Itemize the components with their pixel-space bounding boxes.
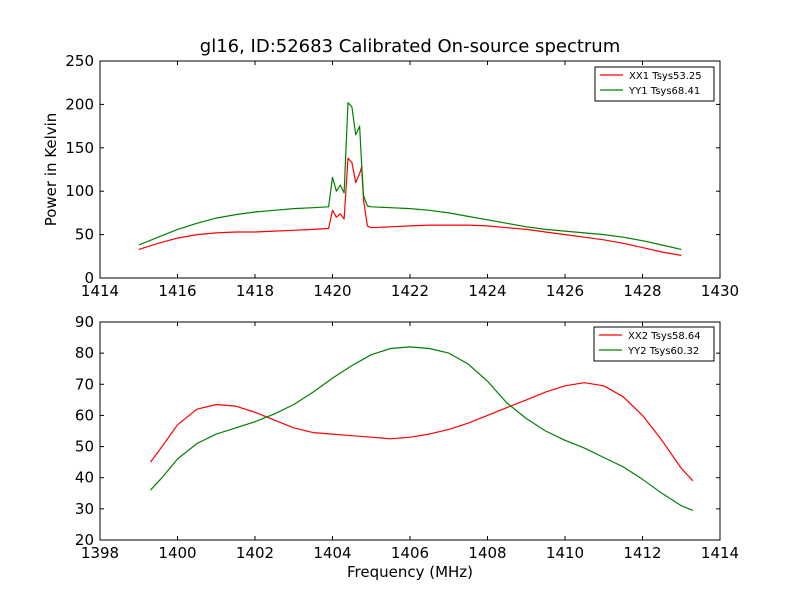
bottom-y-tick-labels: 20 30 40 50 60 70 80 90 <box>75 313 94 549</box>
bottom-series-group <box>149 346 694 511</box>
top-series-line-yy1-tsys68-41 <box>138 102 682 250</box>
bottom-y-tick-label: 50 <box>75 438 94 456</box>
bottom-x-tick-label: 1406 <box>391 544 429 562</box>
bottom-y-tick-label: 40 <box>75 469 94 487</box>
bottom-legend: XX2 Tsys58.64 YY2 Tsys60.32 <box>593 326 715 362</box>
top-x-tick-label: 1426 <box>546 282 584 300</box>
top-panel: 1414 1416 1418 1420 1422 1424 1426 1428 1430 0 50… <box>42 52 739 300</box>
top-x-tick-label: 1430 <box>701 282 739 300</box>
top-legend-box <box>594 66 715 102</box>
top-y-tick-label: 200 <box>65 95 94 113</box>
top-x-tick-labels: 1414 1416 1418 1420 1422 1424 1426 1428 1430 <box>81 282 739 300</box>
bottom-legend-label-yy: YY2 Tsys60.32 <box>627 346 699 357</box>
top-y-tick-label: 250 <box>65 52 94 70</box>
top-x-tick-label: 1416 <box>158 282 196 300</box>
top-legend: XX1 Tsys53.25 YY1 Tsys68.41 <box>594 66 715 102</box>
bottom-x-tick-label: 1402 <box>236 544 274 562</box>
top-ticks <box>99 60 721 279</box>
bottom-x-tick-label: 1414 <box>701 544 739 562</box>
bottom-legend-box <box>593 326 715 362</box>
chart-title: gl16, ID:52683 Calibrated On-source spec… <box>200 36 620 57</box>
bottom-x-tick-label: 1404 <box>313 544 351 562</box>
bottom-ticks <box>99 321 721 541</box>
bottom-x-axis-label: Frequency (MHz) <box>347 563 473 581</box>
top-legend-label-yy: YY1 Tsys68.41 <box>628 86 700 97</box>
top-y-tick-label: 0 <box>84 269 94 287</box>
bottom-y-tick-label: 90 <box>75 313 94 331</box>
top-series-group <box>138 102 682 256</box>
bottom-y-tick-label: 70 <box>75 375 94 393</box>
bottom-x-tick-label: 1410 <box>546 544 584 562</box>
top-x-tick-label: 1422 <box>391 282 429 300</box>
top-legend-label-xx: XX1 Tsys53.25 <box>629 71 702 82</box>
top-y-tick-label: 100 <box>65 182 94 200</box>
bottom-x-tick-labels: 1398 1400 1402 1404 1406 1408 1410 1412 1414 <box>81 544 739 562</box>
top-x-tick-label: 1414 <box>81 282 119 300</box>
bottom-y-tick-label: 20 <box>75 531 94 549</box>
top-y-tick-label: 150 <box>65 139 94 157</box>
top-x-tick-label: 1424 <box>468 282 506 300</box>
bottom-legend-label-xx: XX2 Tsys58.64 <box>628 331 701 342</box>
top-x-tick-label: 1428 <box>623 282 661 300</box>
top-x-tick-label: 1418 <box>236 282 274 300</box>
bottom-y-tick-label: 60 <box>75 406 94 424</box>
bottom-x-tick-label: 1400 <box>158 544 196 562</box>
bottom-x-tick-label: 1412 <box>623 544 661 562</box>
top-y-tick-labels: 0 50 100 150 200 250 <box>65 52 94 287</box>
bottom-x-tick-label: 1408 <box>468 544 506 562</box>
top-y-axis-label: Power in Kelvin <box>42 113 60 227</box>
top-x-tick-label: 1420 <box>313 282 351 300</box>
bottom-series-line-xx2-tsys58-64 <box>149 382 694 482</box>
bottom-y-tick-label: 30 <box>75 500 94 518</box>
bottom-panel: 1398 1400 1402 1404 1406 1408 1410 1412 1414 20 3… <box>75 313 739 581</box>
bottom-series-line-yy2-tsys60-32 <box>149 346 694 511</box>
bottom-x-tick-label: 1398 <box>81 544 119 562</box>
top-y-tick-label: 50 <box>75 226 94 244</box>
bottom-y-tick-label: 80 <box>75 344 94 362</box>
